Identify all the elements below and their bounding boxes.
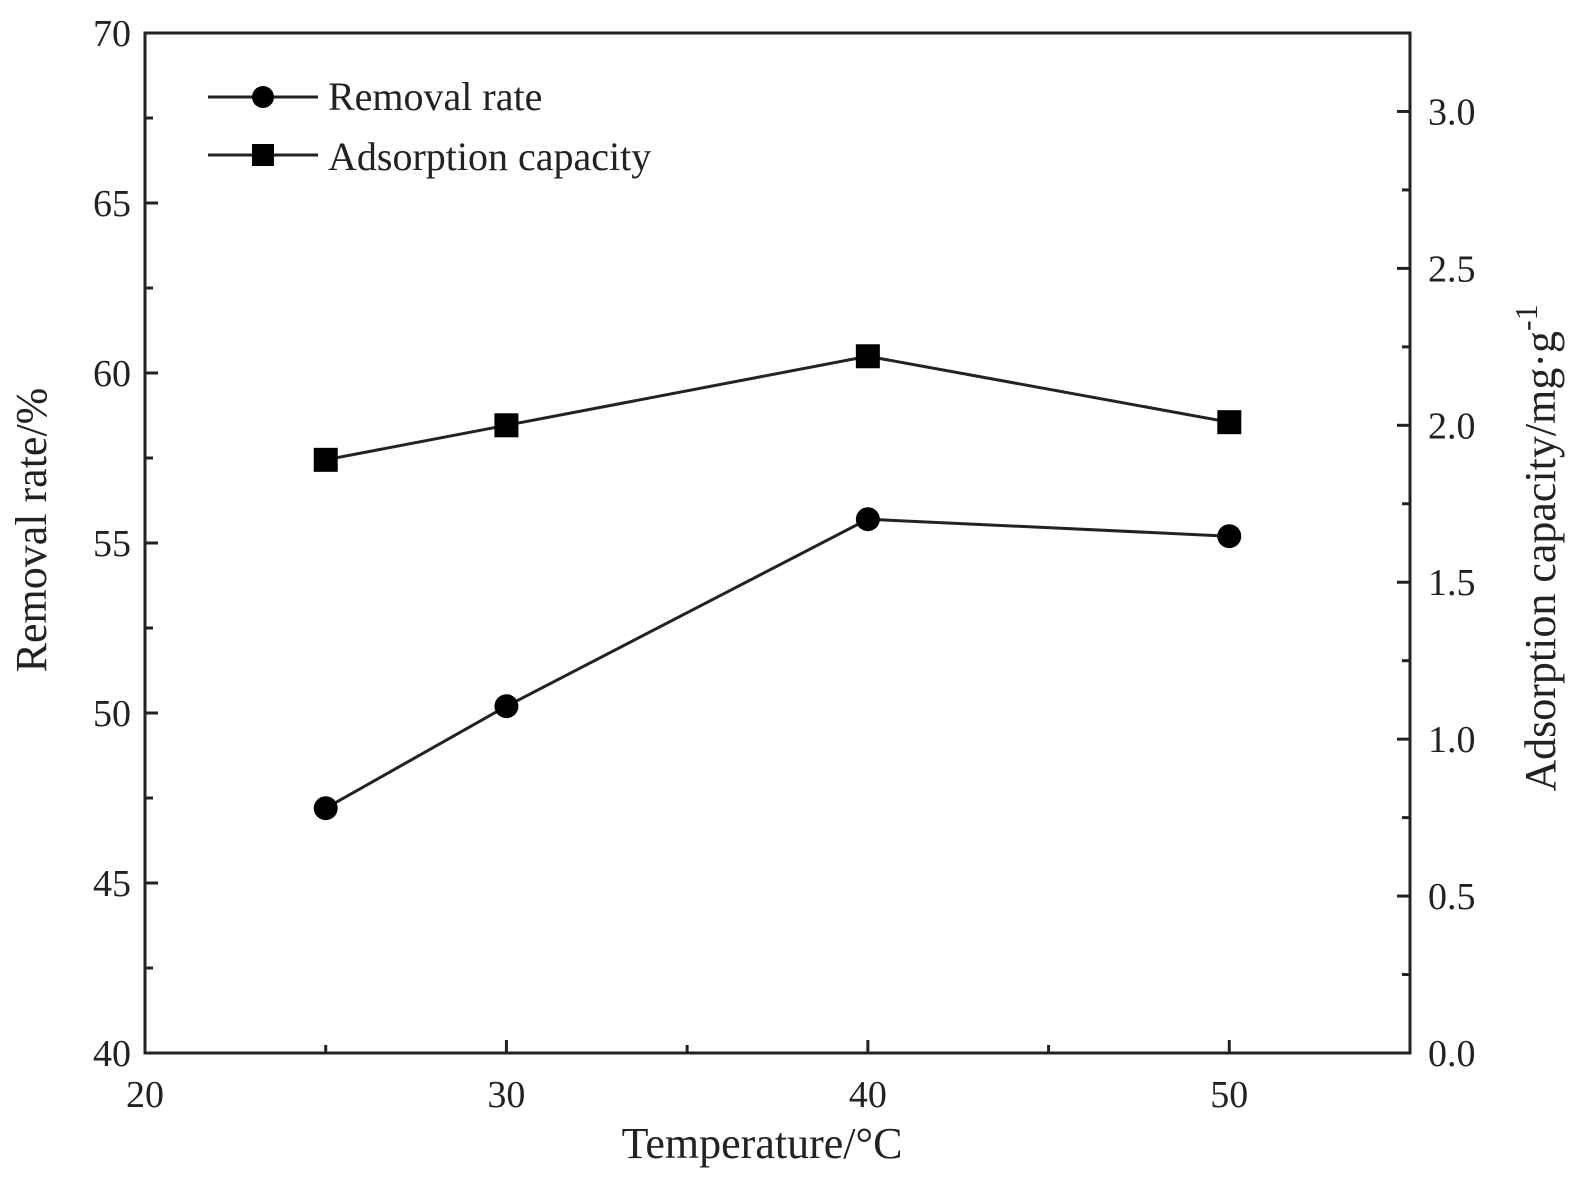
y-tick-label: 50 bbox=[93, 693, 131, 735]
x-tick-label: 20 bbox=[126, 1074, 164, 1116]
y2-axis-label-superscript: -1 bbox=[1508, 304, 1544, 331]
legend: Removal rate Adsorption capacity bbox=[208, 74, 651, 179]
adsorption-capacity-point bbox=[313, 447, 338, 472]
x-tick-label: 40 bbox=[849, 1074, 887, 1116]
x-tick-label: 50 bbox=[1210, 1074, 1248, 1116]
x-tick-label: 30 bbox=[487, 1074, 525, 1116]
y2-tick-label: 2.0 bbox=[1428, 405, 1476, 447]
y2-axis-label: Adsorption capacity/mg·g-1 bbox=[1508, 304, 1565, 791]
legend-marker-square bbox=[252, 144, 274, 166]
plot-frame bbox=[143, 31, 1412, 1055]
y2-tick-label: 2.5 bbox=[1428, 248, 1476, 290]
adsorption-capacity-point bbox=[494, 413, 519, 438]
adsorption-capacity-point bbox=[1217, 410, 1242, 435]
y-tick-label: 70 bbox=[93, 13, 131, 55]
y2-tick-label: 1.5 bbox=[1428, 562, 1476, 604]
x-axis-label: Temperature/°C bbox=[622, 1119, 903, 1168]
removal-rate-point bbox=[1217, 524, 1242, 549]
y2-tick-label: 0.5 bbox=[1428, 876, 1476, 918]
adsorption-capacity-line bbox=[325, 354, 1230, 462]
legend-marker-circle bbox=[252, 86, 274, 108]
y2-tick-label: 0.0 bbox=[1428, 1033, 1476, 1075]
y-tick-label: 65 bbox=[93, 183, 131, 225]
y2-axis-label-text: Adsorption capacity/mg·g bbox=[1516, 331, 1565, 792]
y-tick-label: 45 bbox=[93, 863, 131, 905]
y-axis-label: Removal rate/% bbox=[7, 388, 56, 673]
removal-rate-point bbox=[494, 694, 519, 719]
removal-rate-line bbox=[324, 517, 1230, 810]
legend-label-removal-rate: Removal rate bbox=[328, 74, 542, 119]
y2-tick-label: 1.0 bbox=[1428, 719, 1476, 761]
y2-tick-label: 3.0 bbox=[1428, 91, 1476, 133]
y-tick-label: 60 bbox=[93, 353, 131, 395]
adsorption-capacity-point bbox=[855, 344, 880, 369]
y-tick-label: 55 bbox=[93, 523, 131, 565]
removal-rate-point bbox=[313, 796, 338, 821]
y-tick-label: 40 bbox=[93, 1033, 131, 1075]
legend-label-adsorption-capacity: Adsorption capacity bbox=[328, 134, 651, 179]
removal-rate-point bbox=[855, 507, 880, 532]
